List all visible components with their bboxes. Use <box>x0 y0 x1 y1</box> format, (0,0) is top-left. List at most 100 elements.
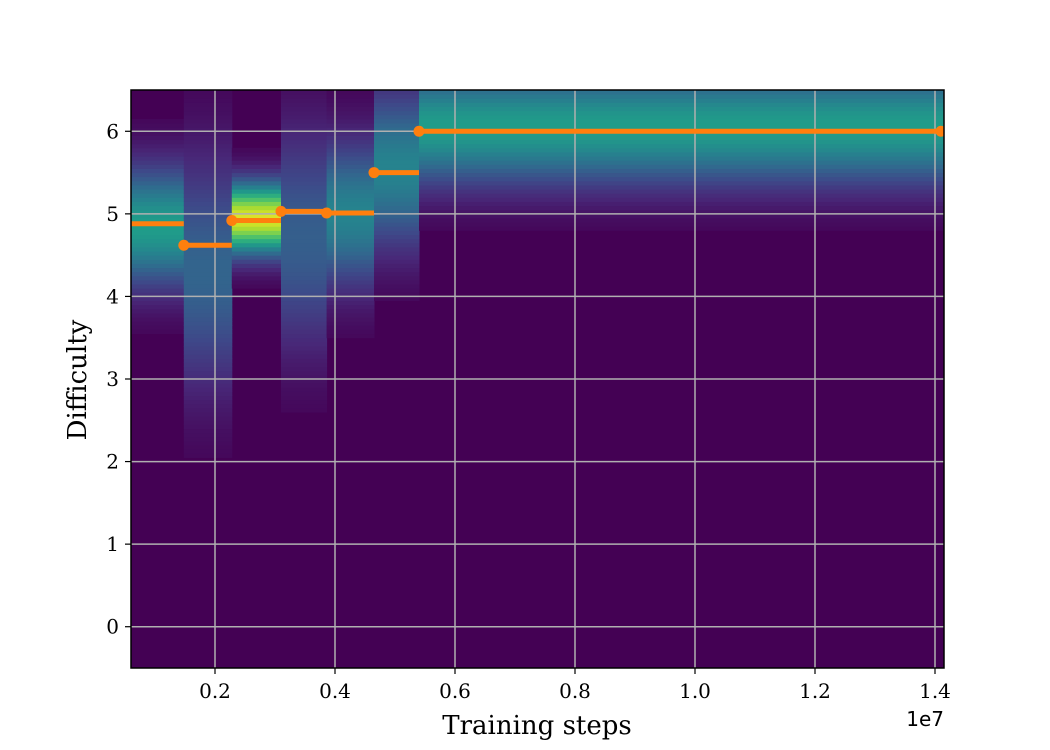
heatmap-cell <box>183 222 233 227</box>
heatmap-cell <box>131 300 185 306</box>
heatmap-cell <box>231 284 282 289</box>
heatmap-cell <box>419 193 944 198</box>
heatmap-cell <box>326 292 375 297</box>
heatmap-cell <box>374 209 420 215</box>
x-offset-label: 1e7 <box>906 707 944 731</box>
heatmap-cell <box>281 168 328 174</box>
heatmap-cell <box>326 271 375 277</box>
heatmap-cell <box>326 263 375 269</box>
heatmap-cell <box>374 147 420 153</box>
heatmap-cell <box>326 164 375 169</box>
heatmap-cell <box>281 403 328 409</box>
heatmap-cell <box>281 114 328 120</box>
heatmap-cell <box>419 143 944 149</box>
heatmap-cell <box>374 94 420 99</box>
heatmap-cell <box>231 197 282 202</box>
heatmap-cell <box>281 205 328 211</box>
heatmap-cell <box>281 259 328 264</box>
heatmap-cell <box>281 147 328 153</box>
heatmap-cell <box>281 267 328 273</box>
heatmap-cell <box>131 176 185 182</box>
heatmap-cell <box>374 176 420 182</box>
heatmap-cell <box>183 374 233 380</box>
heatmap-cell <box>231 275 282 281</box>
heatmap-cell <box>281 189 328 194</box>
heatmap-cell <box>231 238 282 244</box>
heatmap-cell <box>374 135 420 141</box>
heatmap-cell <box>131 139 185 145</box>
heatmap-cell <box>419 189 944 194</box>
heatmap-cell <box>326 110 375 116</box>
heatmap-cell <box>131 325 185 330</box>
heatmap-cell <box>183 180 233 186</box>
heatmap-cell <box>131 168 185 174</box>
heatmap-cell <box>183 440 233 446</box>
heatmap-cell <box>281 180 328 186</box>
heatmap-cell <box>326 329 375 335</box>
heatmap-cell <box>281 222 328 227</box>
heatmap-cell <box>374 127 420 132</box>
heatmap-cell <box>131 238 185 244</box>
heatmap-cell <box>281 379 328 384</box>
heatmap-cell <box>183 370 233 376</box>
heatmap-cell <box>281 123 328 128</box>
heatmap-cell <box>281 234 328 240</box>
heatmap-cell <box>326 143 375 149</box>
heatmap-cell <box>183 205 233 211</box>
heatmap-cell <box>183 379 233 384</box>
heatmap-cell <box>374 279 420 285</box>
heatmap-cell <box>419 217 944 223</box>
heatmap-cell <box>374 180 420 186</box>
x-tick-label: 0.2 <box>199 679 231 703</box>
heatmap-cell <box>326 317 375 322</box>
heatmap-cell <box>326 242 375 248</box>
heatmap-cell <box>183 156 233 161</box>
heatmap-cell <box>374 251 420 256</box>
heatmap-cell <box>231 255 282 260</box>
heatmap-cell <box>131 205 185 211</box>
heatmap-cell <box>183 259 233 264</box>
heatmap-cell <box>183 197 233 202</box>
heatmap-cell <box>183 449 233 454</box>
heatmap-cell <box>419 135 944 141</box>
heatmap-cell <box>183 213 233 219</box>
heatmap-cell <box>231 180 282 186</box>
series-point <box>935 125 944 137</box>
heatmap-cell <box>326 300 375 306</box>
heatmap-cell <box>281 333 328 339</box>
heatmap-cell <box>281 172 328 178</box>
x-axis-label: Training steps <box>442 711 631 741</box>
heatmap-cell <box>231 259 282 264</box>
heatmap-cell <box>326 184 375 190</box>
heatmap-cell <box>374 213 420 219</box>
heatmap-cell <box>183 403 233 409</box>
heatmap-cell <box>231 246 282 252</box>
heatmap-cell <box>183 350 233 355</box>
heatmap-cell <box>326 312 375 318</box>
heatmap-cell <box>326 308 375 314</box>
heatmap-cell <box>281 226 328 231</box>
heatmap-cell <box>131 193 185 198</box>
heatmap-cell <box>374 193 420 198</box>
heatmap-cell <box>281 370 328 376</box>
heatmap-cell <box>374 259 420 264</box>
heatmap-cell <box>326 325 375 330</box>
heatmap-cell <box>131 251 185 256</box>
heatmap-cell <box>326 135 375 141</box>
heatmap-cell <box>326 226 375 231</box>
x-tick-label: 1.4 <box>919 679 951 703</box>
heatmap-cell <box>374 139 420 145</box>
heatmap-cell <box>131 329 185 335</box>
heatmap-cell <box>374 160 420 165</box>
heatmap-cell <box>183 189 233 194</box>
heatmap-cell <box>231 205 282 211</box>
heatmap-cell <box>131 143 185 149</box>
series-point <box>321 207 333 219</box>
heatmap-cell <box>183 317 233 322</box>
heatmap-cell <box>374 288 420 293</box>
series-point <box>413 125 425 137</box>
heatmap-cell <box>231 156 282 161</box>
heatmap-cell <box>374 263 420 269</box>
heatmap-cell <box>183 362 233 368</box>
heatmap-cell <box>374 118 420 124</box>
